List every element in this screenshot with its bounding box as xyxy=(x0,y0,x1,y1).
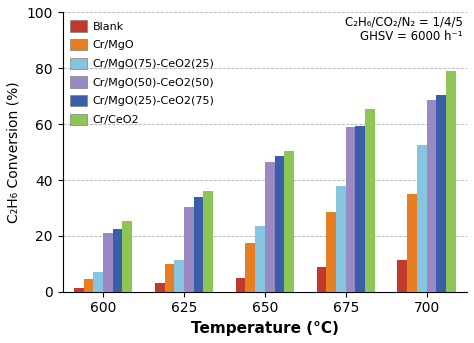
Bar xyxy=(255,226,265,292)
Bar xyxy=(74,287,83,292)
Bar xyxy=(417,145,427,292)
Bar xyxy=(122,221,132,292)
Bar xyxy=(93,272,103,292)
Bar xyxy=(317,267,326,292)
Bar xyxy=(184,206,194,292)
Legend: Blank, Cr/MgO, Cr/MgO(75)-CeO2(25), Cr/MgO(50)-CeO2(50), Cr/MgO(25)-CeO2(75), Cr: Blank, Cr/MgO, Cr/MgO(75)-CeO2(25), Cr/M… xyxy=(66,16,219,129)
Bar xyxy=(284,151,294,292)
Bar xyxy=(336,186,346,292)
Y-axis label: C₂H₆ Conversion (%): C₂H₆ Conversion (%) xyxy=(7,81,21,223)
Bar xyxy=(356,126,365,292)
Bar xyxy=(113,229,122,292)
Bar xyxy=(83,279,93,292)
Bar xyxy=(155,283,164,292)
Bar xyxy=(398,260,407,292)
Bar xyxy=(174,260,184,292)
Bar xyxy=(103,233,113,292)
Bar xyxy=(326,212,336,292)
X-axis label: Temperature (°C): Temperature (°C) xyxy=(191,321,339,336)
Bar xyxy=(407,194,417,292)
Bar xyxy=(346,127,356,292)
Bar xyxy=(427,100,436,292)
Bar xyxy=(203,191,213,292)
Text: C₂H₆/CO₂/N₂ = 1/4/5
GHSV = 6000 h⁻¹: C₂H₆/CO₂/N₂ = 1/4/5 GHSV = 6000 h⁻¹ xyxy=(345,15,463,43)
Bar xyxy=(365,109,375,292)
Bar xyxy=(265,162,274,292)
Bar xyxy=(194,197,203,292)
Bar xyxy=(236,278,246,292)
Bar xyxy=(246,243,255,292)
Bar xyxy=(436,95,446,292)
Bar xyxy=(446,71,456,292)
Bar xyxy=(274,156,284,292)
Bar xyxy=(164,264,174,292)
